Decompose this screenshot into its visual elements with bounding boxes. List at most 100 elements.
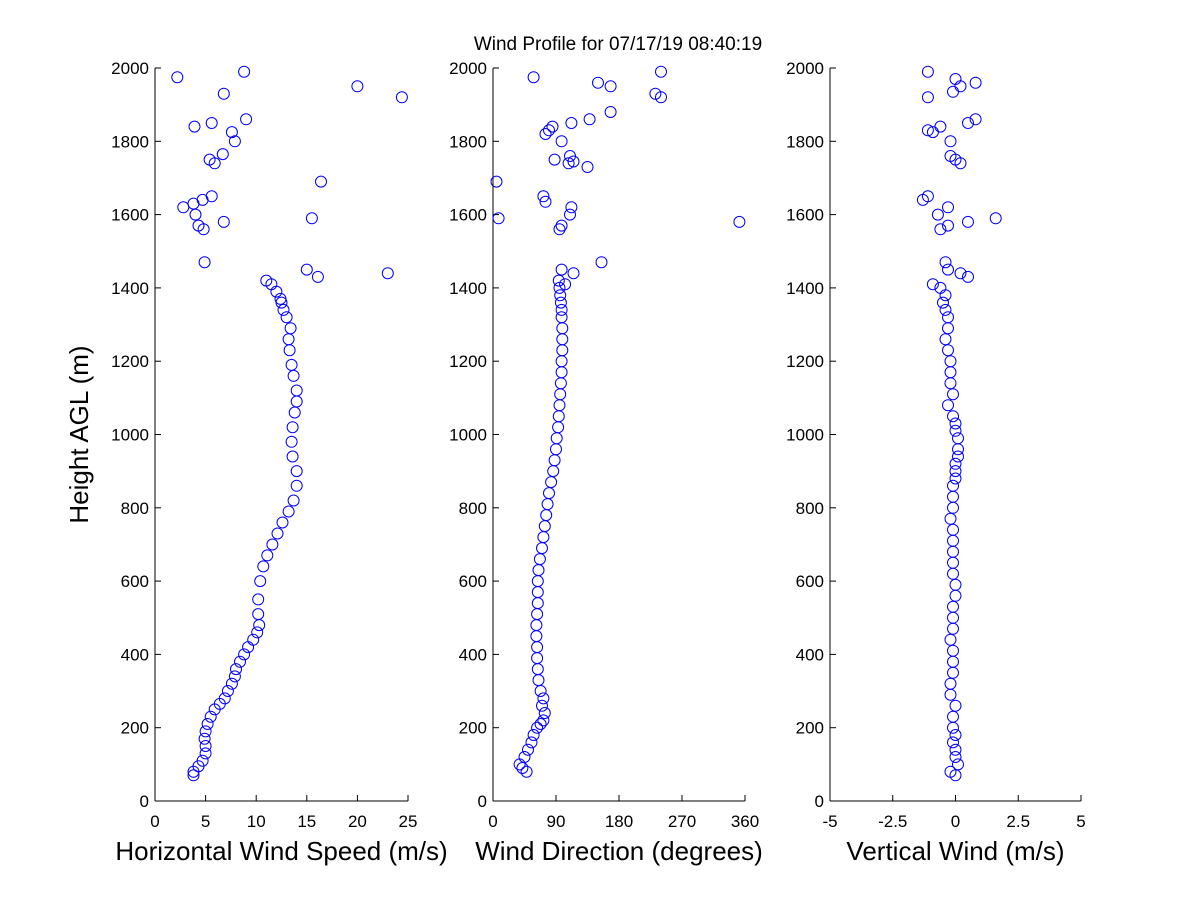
data-point <box>931 208 944 221</box>
data-point <box>208 157 221 170</box>
data-point <box>583 113 596 126</box>
panel-direction: 0 200 400 600 800 1000 1200 1400 1600 1800 2000 0 90… <box>449 59 763 866</box>
y-tick-label: 1200 <box>786 352 824 371</box>
data-point <box>530 619 543 632</box>
data-point <box>952 758 964 771</box>
data-point <box>199 725 212 738</box>
data-point <box>252 608 265 621</box>
data-point <box>251 626 264 639</box>
x-tick-label: 90 <box>547 812 566 831</box>
data-point <box>290 395 303 408</box>
y-tick-label: 1000 <box>786 426 824 445</box>
data-point <box>947 534 959 547</box>
data-point <box>537 531 550 544</box>
data-point <box>201 718 214 730</box>
data-point <box>225 126 238 139</box>
data-point <box>564 208 576 221</box>
data-point <box>260 274 273 287</box>
figure-title: Wind Profile for 07/17/19 08:40:19 <box>474 34 762 55</box>
y-tick-label: 2000 <box>449 59 487 78</box>
data-point <box>942 201 954 214</box>
data-point <box>954 80 967 93</box>
y-tick-label: 800 <box>121 499 149 518</box>
data-point <box>188 120 201 133</box>
y-tick-label: 1200 <box>111 352 149 371</box>
data-point <box>604 80 617 93</box>
x-axis-label: Vertical Wind (m/s) <box>846 836 1064 866</box>
data-point <box>225 677 238 690</box>
data-point <box>921 190 934 203</box>
data-point <box>944 765 957 778</box>
data-point <box>525 736 538 749</box>
data-point <box>550 443 562 456</box>
data-point <box>934 223 947 236</box>
y-tick-label: 400 <box>459 645 487 664</box>
data-point <box>534 685 547 697</box>
data-point <box>531 575 544 588</box>
data-point <box>947 721 959 734</box>
y-tick-label: 600 <box>796 572 824 591</box>
data-point <box>947 545 959 558</box>
data-point <box>947 490 959 503</box>
data-point <box>944 677 957 690</box>
data-point <box>949 465 962 478</box>
x-tick-label: 0 <box>488 812 497 831</box>
data-point <box>954 157 967 170</box>
y-tick-label: 200 <box>121 719 149 738</box>
data-point <box>381 267 394 280</box>
data-point <box>541 498 554 511</box>
data-point <box>300 263 313 276</box>
y-tick-label: 800 <box>796 499 824 518</box>
data-point <box>556 333 569 346</box>
data-point <box>198 732 211 745</box>
data-point <box>253 619 266 632</box>
y-tick-label: 0 <box>478 792 487 811</box>
data-point <box>230 663 242 676</box>
data-point <box>221 685 234 697</box>
y-axis-label: Height AGL (m) <box>64 345 94 523</box>
y-tick-label: 1800 <box>449 132 487 151</box>
data-point <box>655 65 667 78</box>
data-point <box>947 567 959 580</box>
data-point <box>553 223 566 236</box>
x-tick-label: -5 <box>822 812 837 831</box>
data-point <box>205 190 218 203</box>
data-point <box>261 549 274 562</box>
data-point <box>550 432 563 445</box>
data-point <box>254 575 267 588</box>
data-point <box>199 747 212 760</box>
y-tick-label: 600 <box>459 572 487 591</box>
data-point <box>947 388 959 401</box>
data-point <box>554 296 567 309</box>
panel-vertical: 0 200 400 600 800 1000 1200 1400 1600 1800 2000 -5 -… <box>786 59 1086 866</box>
data-point <box>238 648 251 661</box>
data-point <box>283 344 296 357</box>
y-tick-label: 1600 <box>449 206 487 225</box>
data-point <box>949 472 962 485</box>
data-point <box>949 417 962 430</box>
data-point <box>555 303 568 316</box>
data-point <box>198 256 211 269</box>
x-tick-label: 0 <box>951 812 960 831</box>
data-point <box>287 369 300 382</box>
data-point <box>947 611 959 624</box>
data-point <box>196 754 209 767</box>
data-point <box>217 215 230 228</box>
data-point <box>954 267 967 280</box>
data-point <box>531 641 544 654</box>
data-point <box>527 71 540 84</box>
data-point <box>944 355 957 368</box>
data-point <box>271 527 284 540</box>
data-point <box>655 91 667 104</box>
data-point <box>276 516 289 529</box>
y-tick-label: 1800 <box>111 132 149 151</box>
data-point <box>969 76 982 89</box>
panel-speed: 0 200 400 600 800 1000 1200 1400 1600 1800 2000 0 5 1… <box>64 59 448 866</box>
x-axis-label: Horizontal Wind Speed (m/s) <box>115 836 447 866</box>
data-point <box>522 743 534 756</box>
data-point <box>944 135 957 148</box>
data-point <box>565 117 578 129</box>
data-point <box>538 520 551 533</box>
data-point <box>947 644 959 657</box>
data-point <box>921 91 934 104</box>
